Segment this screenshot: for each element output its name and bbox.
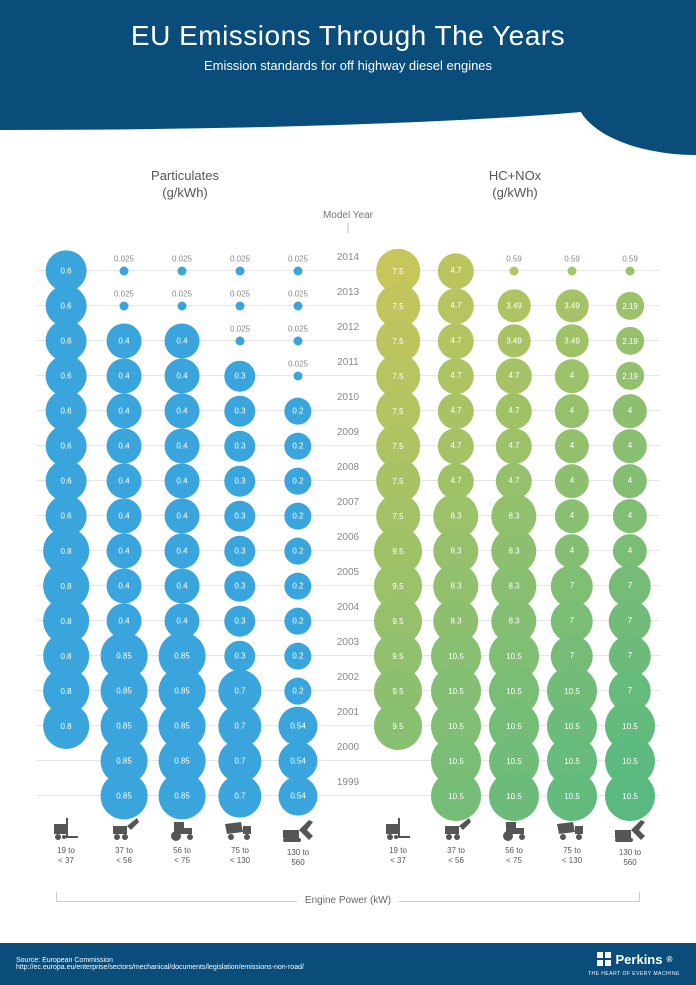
year-label: 2003 — [337, 637, 359, 648]
year-axis-label: Model Year — [323, 210, 373, 221]
chart-row: 20140.60.0250.0250.0250.0257.54.70.590.5… — [0, 236, 696, 271]
engine-range: 56 to< 75 — [484, 846, 544, 865]
engine-range: 130 to560 — [268, 848, 328, 867]
bubble-chart: 20140.60.0250.0250.0250.0257.54.70.590.5… — [0, 236, 696, 796]
year-label: 2004 — [337, 602, 359, 613]
excavator-icon — [600, 816, 660, 844]
axis-tick — [56, 892, 57, 901]
engine-range: 75 to< 130 — [542, 846, 602, 865]
year-label: 2013 — [337, 287, 359, 298]
engine-range: 56 to< 75 — [152, 846, 212, 865]
engine-band: 37 to< 56 — [94, 816, 154, 865]
loader-icon — [94, 816, 154, 842]
footer-source: Source: European Commission http://ec.eu… — [16, 957, 304, 971]
year-label: 2000 — [337, 742, 359, 753]
bubble-particulate: 0.54 — [278, 776, 317, 815]
chart-row: 20040.80.40.40.30.29.58.38.377 — [0, 586, 696, 621]
chart-row: 20100.60.40.40.30.27.54.74.744 — [0, 376, 696, 411]
engine-band: 130 to560 — [268, 816, 328, 867]
year-label: 2014 — [337, 252, 359, 263]
chart-row: 20090.60.40.40.30.27.54.74.744 — [0, 411, 696, 446]
year-label: 2006 — [337, 532, 359, 543]
engine-band: 130 to560 — [600, 816, 660, 867]
year-label: 2008 — [337, 462, 359, 473]
engine-range: 37 to< 56 — [426, 846, 486, 865]
footer: Source: European Commission http://ec.eu… — [0, 943, 696, 985]
engine-range: 130 to560 — [600, 848, 660, 867]
col-unit: (g/kWh) — [30, 185, 340, 202]
chart-row: 20080.60.40.40.30.27.54.74.744 — [0, 446, 696, 481]
engine-band: 19 to< 37 — [368, 816, 428, 865]
dumper-icon — [542, 816, 602, 842]
col-unit: (g/kWh) — [360, 185, 670, 202]
bubble-hcnox: 10.5 — [431, 771, 481, 821]
bubble-hcnox: 10.5 — [605, 771, 655, 821]
col-title: HC+NOx — [360, 168, 670, 185]
engine-band: 19 to< 37 — [36, 816, 96, 865]
chart-row: 20030.80.850.850.30.29.510.510.577 — [0, 621, 696, 656]
bubble-hcnox: 10.5 — [489, 771, 539, 821]
chart-row: 20010.80.850.850.70.549.510.510.510.510.… — [0, 691, 696, 726]
tractor-icon — [484, 816, 544, 842]
engine-range: 37 to< 56 — [94, 846, 154, 865]
chart-row: 20020.80.850.850.70.29.510.510.510.57 — [0, 656, 696, 691]
chart-row: 20120.60.40.40.0250.0257.54.73.493.492.1… — [0, 306, 696, 341]
bubble-hcnox: 10.5 — [547, 771, 597, 821]
source-label: Source: European Commission — [16, 957, 304, 964]
chart-row: 19990.850.850.70.5410.510.510.510.5 — [0, 761, 696, 796]
footer-brand: Perkins® THE HEART OF EVERY MACHINE — [588, 951, 680, 977]
bubble-particulate: 0.85 — [101, 773, 148, 820]
year-axis-tick — [348, 223, 349, 233]
col-title: Particulates — [30, 168, 340, 185]
dumper-icon — [210, 816, 270, 842]
loader-icon — [426, 816, 486, 842]
engine-band: 75 to< 130 — [210, 816, 270, 865]
engine-band: 37 to< 56 — [426, 816, 486, 865]
year-label: 2005 — [337, 567, 359, 578]
engine-band: 75 to< 130 — [542, 816, 602, 865]
column-headers: Particulates (g/kWh) HC+NOx (g/kWh) — [0, 168, 696, 202]
year-label: 2007 — [337, 497, 359, 508]
tractor-icon — [152, 816, 212, 842]
engine-band: 56 to< 75 — [152, 816, 212, 865]
engine-band: 56 to< 75 — [484, 816, 544, 865]
year-label: 2011 — [337, 357, 359, 368]
source-url: http://ec.europa.eu/enterprise/sectors/m… — [16, 964, 304, 971]
year-label: 2002 — [337, 672, 359, 683]
excavator-icon — [268, 816, 328, 844]
bubble-particulate: 0.85 — [159, 773, 206, 820]
year-label: 2012 — [337, 322, 359, 333]
axis-tick — [639, 892, 640, 901]
brand-icon — [596, 951, 612, 967]
header: EU Emissions Through The Years Emission … — [0, 20, 696, 73]
page-subtitle: Emission standards for off highway diese… — [0, 58, 696, 73]
brand-tagline: THE HEART OF EVERY MACHINE — [588, 971, 680, 977]
engine-range: 75 to< 130 — [210, 846, 270, 865]
year-label: 2001 — [337, 707, 359, 718]
engine-axis-label: Engine Power (kW) — [297, 895, 399, 906]
chart-row: 20060.80.40.40.30.29.58.38.344 — [0, 516, 696, 551]
year-label: 2010 — [337, 392, 359, 403]
chart-row: 20050.80.40.40.30.29.58.38.377 — [0, 551, 696, 586]
chart-row: 20000.850.850.70.5410.510.510.510.5 — [0, 726, 696, 761]
year-label: 2009 — [337, 427, 359, 438]
engine-range: 19 to< 37 — [36, 846, 96, 865]
page-title: EU Emissions Through The Years — [0, 20, 696, 52]
forklift-icon — [36, 816, 96, 842]
engine-band-row: 19 to< 37 19 to< 37 37 to< 56 37 to< 56 … — [0, 816, 696, 886]
brand-name: Perkins — [616, 952, 663, 967]
col-header-hcnox: HC+NOx (g/kWh) — [360, 168, 670, 202]
bubble-particulate: 0.7 — [218, 774, 261, 817]
chart-row: 20070.60.40.40.30.27.58.38.344 — [0, 481, 696, 516]
chart-row: 20110.60.40.40.30.0257.54.74.742.19 — [0, 341, 696, 376]
chart-row: 20130.60.0250.0250.0250.0257.54.73.493.4… — [0, 271, 696, 306]
forklift-icon — [368, 816, 428, 842]
col-header-particulates: Particulates (g/kWh) — [30, 168, 340, 202]
engine-range: 19 to< 37 — [368, 846, 428, 865]
year-label: 1999 — [337, 777, 359, 788]
infographic-page: EU Emissions Through The Years Emission … — [0, 0, 696, 985]
